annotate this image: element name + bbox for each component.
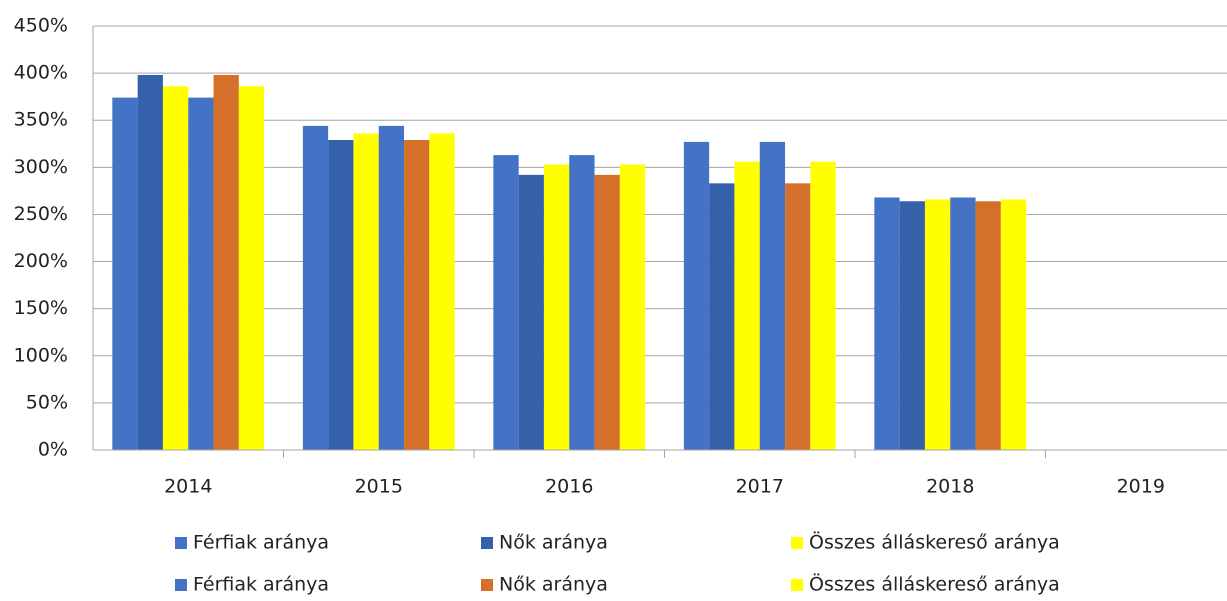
y-tick-label: 150% xyxy=(14,297,68,319)
bar xyxy=(569,155,595,450)
bar xyxy=(493,155,519,450)
y-tick-label: 450% xyxy=(14,15,68,37)
bar xyxy=(1000,199,1027,450)
bar xyxy=(378,125,405,451)
bar xyxy=(950,197,976,450)
x-tick-label: 2014 xyxy=(164,476,212,498)
bar xyxy=(874,197,900,450)
y-tick-label: 0% xyxy=(38,439,68,461)
bar xyxy=(899,201,925,450)
x-tick-label: 2016 xyxy=(545,476,593,498)
y-tick-label: 100% xyxy=(14,344,68,366)
legend-swatch xyxy=(481,579,493,591)
legend-swatch xyxy=(175,579,187,591)
bar xyxy=(810,161,836,450)
bar xyxy=(112,97,138,450)
legend-label: Nők aránya xyxy=(499,532,608,554)
legend-label: Összes álláskereső aránya xyxy=(809,573,1060,596)
bar xyxy=(785,183,811,450)
bar xyxy=(404,140,430,450)
bar xyxy=(543,164,570,451)
legend-swatch xyxy=(791,579,803,591)
bar xyxy=(328,140,354,450)
x-tick-label: 2018 xyxy=(926,476,974,498)
bar xyxy=(759,141,786,451)
y-tick-label: 200% xyxy=(14,250,68,272)
bar xyxy=(518,174,544,451)
bar xyxy=(213,74,239,451)
y-tick-label: 250% xyxy=(14,203,68,225)
legend-label: Férfiak aránya xyxy=(193,574,329,596)
y-tick-label: 400% xyxy=(14,62,68,84)
x-tick-label: 2017 xyxy=(736,476,784,498)
bar xyxy=(188,97,214,450)
y-tick-label: 50% xyxy=(26,391,68,413)
bar xyxy=(353,133,379,450)
x-tick-label: 2019 xyxy=(1117,476,1165,498)
bar xyxy=(734,161,760,450)
bar xyxy=(429,133,455,450)
bar xyxy=(162,86,189,451)
bar xyxy=(594,174,620,451)
legend-swatch xyxy=(175,537,187,549)
bar xyxy=(709,183,735,450)
bar xyxy=(238,86,265,451)
legend-label: Nők aránya xyxy=(499,574,608,596)
bar xyxy=(975,201,1001,450)
x-tick-label: 2015 xyxy=(355,476,403,498)
y-tick-label: 350% xyxy=(14,109,68,131)
bar xyxy=(302,125,329,451)
bar xyxy=(137,74,163,451)
legend-swatch xyxy=(791,537,803,549)
legend-swatch xyxy=(481,537,493,549)
bar xyxy=(924,199,951,450)
y-tick-label: 300% xyxy=(14,156,68,178)
bar xyxy=(619,164,646,451)
legend-label: Férfiak aránya xyxy=(193,532,329,554)
legend-label: Összes álláskereső aránya xyxy=(809,531,1060,554)
bar xyxy=(683,141,710,451)
